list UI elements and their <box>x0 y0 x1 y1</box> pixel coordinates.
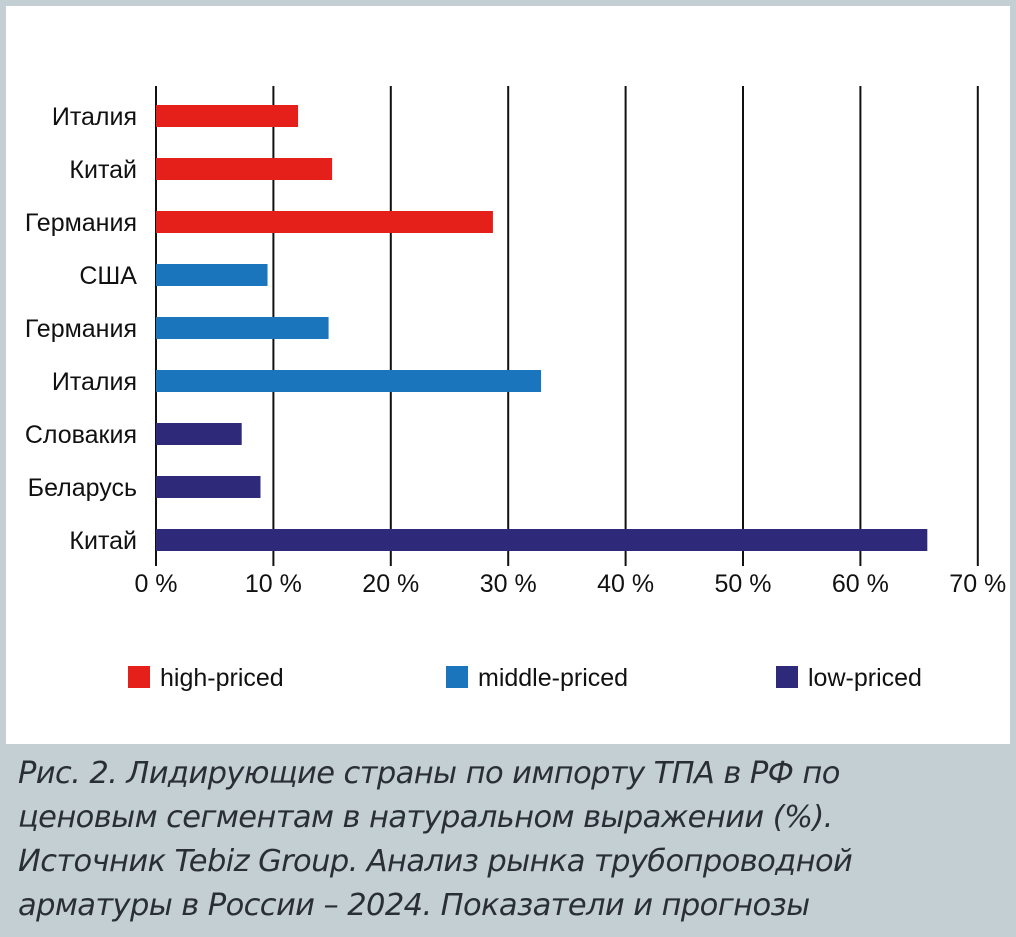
bar-high-priced <box>156 158 333 180</box>
x-tick-label: 50 % <box>715 570 772 598</box>
legend-swatch <box>776 666 798 688</box>
bar-low-priced <box>156 423 242 445</box>
bar-middle-priced <box>156 264 268 286</box>
category-label: Беларусь <box>28 474 137 502</box>
category-label: Италия <box>52 103 137 131</box>
x-tick-label: 10 % <box>245 570 302 598</box>
bar-middle-priced <box>156 317 329 339</box>
chart-panel: 0 % 10 % 20 % 30 % 40 % 50 % 60 % 70 % Италия Кит… <box>6 6 1010 744</box>
category-label: США <box>79 262 137 290</box>
category-label: Словакия <box>25 421 137 449</box>
caption-line: Рис. 2. Лидирующие страны по импорту ТПА… <box>18 756 840 791</box>
category-label: Италия <box>52 368 137 396</box>
caption-line: Источник Tebiz Group. Анализ рынка трубо… <box>18 844 853 879</box>
x-tick-label: 40 % <box>597 570 654 598</box>
bar-high-priced <box>156 105 299 127</box>
legend-swatch <box>128 666 150 688</box>
x-tick-label: 0 % <box>134 570 177 598</box>
category-label: Германия <box>25 209 137 237</box>
bar-low-priced <box>156 529 928 551</box>
caption-line: арматуры в России – 2024. Показатели и п… <box>18 888 810 923</box>
bar-chart: 0 % 10 % 20 % 30 % 40 % 50 % 60 % 70 % Италия Кит… <box>25 86 1006 692</box>
x-tick-label: 60 % <box>832 570 889 598</box>
legend-label: high-priced <box>160 664 284 692</box>
figure-caption: Рис. 2. Лидирующие страны по импорту ТПА… <box>18 752 998 928</box>
x-tick-label: 20 % <box>362 570 419 598</box>
legend-label: middle-priced <box>478 664 628 692</box>
caption-line: ценовым сегментам в натуральном выражени… <box>18 800 833 835</box>
category-label: Китай <box>69 156 137 184</box>
x-tick-label: 70 % <box>949 570 1006 598</box>
x-tick-label: 30 % <box>480 570 537 598</box>
bar-high-priced <box>156 211 493 233</box>
legend-swatch <box>446 666 468 688</box>
legend-label: low-priced <box>808 664 922 692</box>
category-label: Китай <box>69 527 137 555</box>
bar-middle-priced <box>156 370 542 392</box>
bar-low-priced <box>156 476 261 498</box>
category-label: Германия <box>25 315 137 343</box>
